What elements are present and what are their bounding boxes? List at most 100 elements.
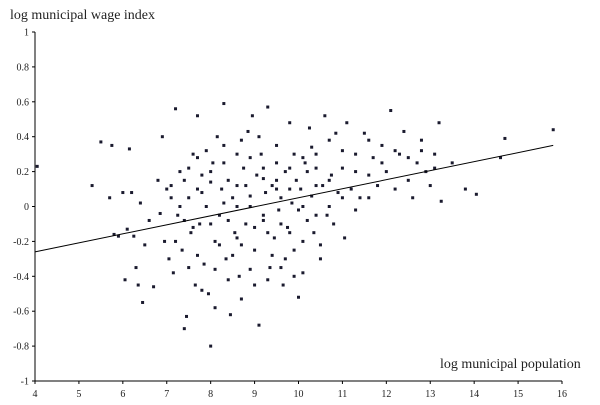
data-point [235,184,239,188]
x-tick-label: 12 [381,389,391,400]
y-tick-label: 0.2 [17,167,30,178]
data-point [310,145,314,149]
data-point [406,178,410,182]
data-point [279,266,283,270]
data-point [121,191,125,195]
data-point [143,243,147,247]
data-point [419,149,423,153]
data-point [314,184,318,188]
data-point [279,222,283,226]
data-point [222,161,226,165]
data-point [380,161,384,165]
data-point [275,178,279,182]
data-point [415,161,419,165]
data-point [253,225,257,229]
data-point [290,201,294,205]
data-point [138,201,142,205]
data-point [222,201,226,205]
data-point [193,283,197,287]
data-point [209,222,213,226]
data-point [123,278,127,282]
data-point [325,213,329,217]
data-point [437,121,441,125]
data-point [235,152,239,156]
data-point [167,257,171,261]
data-point [367,196,371,200]
data-point [195,187,199,191]
data-point [299,187,303,191]
data-point [248,194,252,198]
data-point [362,131,366,135]
data-point [127,147,131,151]
data-point [209,170,213,174]
x-tick-label: 7 [164,389,169,400]
data-point [253,248,257,252]
data-point [176,213,180,217]
data-point [99,140,103,144]
y-tick-label: 0.4 [17,132,30,143]
data-point [226,218,230,222]
x-axis-label: log municipal population [440,357,581,372]
data-point [463,187,467,191]
data-point [231,253,235,257]
data-point [376,184,380,188]
data-point [217,243,221,247]
data-point [307,126,311,130]
data-point [147,218,151,222]
data-point [136,283,140,287]
data-point [206,292,210,296]
data-point [393,149,397,153]
data-point [474,192,478,196]
data-point [288,166,292,170]
data-point [314,152,318,156]
data-point [213,267,217,271]
data-point [248,156,252,160]
y-tick-label: -0.8 [13,342,29,353]
data-point [272,236,276,240]
y-tick-label: 0.8 [17,62,30,73]
data-point [345,121,349,125]
x-tick-label: 10 [294,389,304,400]
data-point [189,231,193,235]
data-point [292,274,296,278]
y-tick-label: 0 [24,202,29,213]
data-point [211,161,215,165]
data-point [224,257,228,261]
data-point [226,178,230,182]
data-point [108,196,112,200]
data-point [116,234,120,238]
data-point [248,267,252,271]
data-point [321,184,325,188]
data-point [334,131,338,135]
data-point [419,138,423,142]
data-point [301,271,305,275]
data-point [152,285,156,289]
x-ticks: 4 5 6 7 8 9 10 11 12 13 14 15 16 [33,381,567,400]
data-point [367,138,371,142]
data-point [182,327,186,331]
data-point [288,187,292,191]
data-points [35,102,555,348]
data-point [255,173,259,177]
data-point [204,205,208,208]
data-point [132,234,136,238]
data-point [257,323,261,327]
y-axis-label: log municipal wage index [10,8,155,23]
data-point [213,306,217,310]
x-tick-label: 5 [76,389,81,400]
data-point [450,161,454,165]
data-point [270,253,274,257]
data-point [301,239,305,243]
data-point [314,213,318,217]
data-point [228,313,232,317]
data-point [259,152,263,156]
data-point [275,187,279,191]
y-tick-label: 0.6 [17,97,30,108]
data-point [156,178,160,182]
data-point [209,180,213,184]
data-point [239,297,243,301]
data-point [169,196,173,200]
data-point [297,295,300,299]
y-tick-label: -0.6 [13,307,29,318]
data-point [185,314,189,318]
